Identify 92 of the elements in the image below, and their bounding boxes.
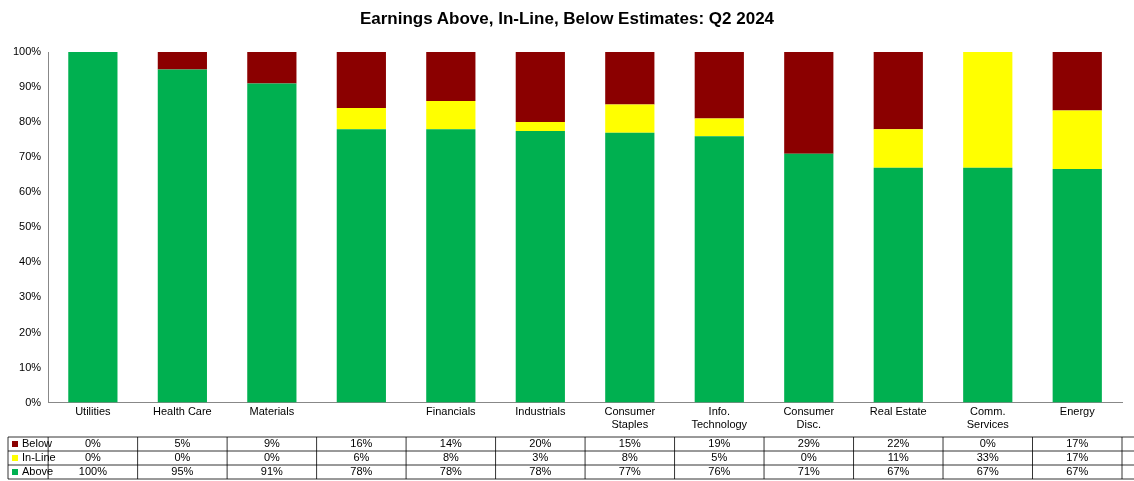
data-label: 78%	[350, 465, 373, 478]
y-tick-label: 100%	[12, 45, 42, 58]
bar	[694, 136, 744, 403]
y-tick-label: 80%	[19, 115, 42, 128]
bar	[247, 83, 297, 403]
bar	[784, 153, 834, 403]
x-tick-label: Real Estate	[869, 405, 927, 418]
data-label: 5%	[174, 437, 191, 450]
data-label: 0%	[84, 451, 102, 464]
data-label: 71%	[797, 465, 821, 478]
data-label: 16%	[350, 437, 373, 450]
bar	[336, 108, 386, 130]
x-tick-label: Consumer Staples	[604, 405, 656, 431]
data-label: 33%	[976, 451, 999, 464]
x-tick-label: Energy	[1059, 405, 1096, 418]
data-label: 95%	[171, 465, 194, 478]
bar	[963, 167, 1013, 403]
bar	[694, 52, 744, 119]
data-label: 29%	[797, 437, 821, 450]
legend-label: In-Line	[22, 451, 56, 464]
bar	[784, 52, 834, 154]
data-label: 77%	[618, 465, 642, 478]
legend-label: Below	[22, 437, 53, 450]
x-tick-label: Utilities	[75, 405, 112, 418]
bar	[515, 122, 565, 131]
y-tick-label: 50%	[19, 220, 42, 233]
y-tick-label: 30%	[19, 290, 42, 303]
bar	[247, 52, 297, 84]
y-tick-label: 60%	[19, 185, 42, 198]
bar	[1052, 110, 1102, 170]
data-label: 6%	[353, 451, 370, 464]
bar	[426, 101, 476, 130]
data-label: 17%	[1066, 451, 1089, 464]
data-label: 9%	[263, 437, 281, 450]
bar	[515, 52, 565, 123]
data-label: 5%	[711, 451, 728, 464]
data-label: 8%	[621, 451, 638, 464]
data-label: 15%	[618, 437, 642, 450]
bar	[963, 52, 1013, 168]
data-label: 19%	[708, 437, 731, 450]
bar	[605, 52, 655, 105]
data-label: 17%	[1066, 437, 1089, 450]
bar	[605, 104, 655, 133]
data-label: 78%	[439, 465, 463, 478]
bar	[873, 167, 923, 403]
data-label: 0%	[979, 437, 996, 450]
x-tick-label: Materials	[249, 405, 295, 418]
y-tick-label: 90%	[19, 80, 42, 93]
bar	[873, 52, 923, 130]
y-tick-label: 20%	[19, 325, 42, 338]
bar	[1052, 52, 1102, 111]
data-label: 20%	[529, 437, 552, 450]
data-label: 67%	[976, 465, 999, 478]
data-label: 0%	[84, 437, 102, 450]
bar	[68, 52, 118, 403]
x-tick-label: Health Care	[153, 405, 212, 418]
data-label: 78%	[529, 465, 552, 478]
data-label: 67%	[887, 465, 910, 478]
data-label: 3%	[532, 451, 549, 464]
y-tick-label: 70%	[19, 150, 42, 163]
bar	[873, 129, 923, 168]
data-label: 0%	[263, 451, 281, 464]
data-label: 8%	[442, 451, 459, 464]
x-tick-label: Comm. Services	[966, 405, 1010, 431]
legend-label: Above	[22, 465, 54, 478]
y-tick-label: 10%	[19, 360, 42, 373]
bar	[426, 129, 476, 403]
bar	[515, 130, 565, 403]
bar	[1052, 169, 1102, 403]
bar	[157, 52, 207, 70]
x-tick-label: Info. Technology	[691, 405, 748, 431]
data-label: 22%	[887, 437, 910, 450]
y-tick-label: 0%	[25, 395, 42, 408]
bar	[605, 132, 655, 403]
x-tick-label: Industrials	[515, 405, 566, 418]
chart-title: Earnings Above, In-Line, Below Estimates: Q2 2024	[358, 8, 776, 30]
data-label: 11%	[887, 451, 910, 464]
data-label: 0%	[174, 451, 191, 464]
bar	[426, 52, 476, 102]
x-tick-label: Consumer Disc.	[783, 405, 835, 431]
data-label: 76%	[708, 465, 731, 478]
bar	[336, 129, 386, 403]
bar	[157, 69, 207, 403]
data-label: 100%	[78, 465, 108, 478]
bar	[694, 118, 744, 137]
bar	[336, 52, 386, 109]
y-tick-label: 40%	[19, 255, 42, 268]
x-tick-label: Financials	[426, 405, 477, 418]
data-label: 0%	[800, 451, 817, 464]
data-label: 14%	[439, 437, 463, 450]
data-label: 91%	[260, 465, 284, 478]
data-label: 67%	[1066, 465, 1089, 478]
